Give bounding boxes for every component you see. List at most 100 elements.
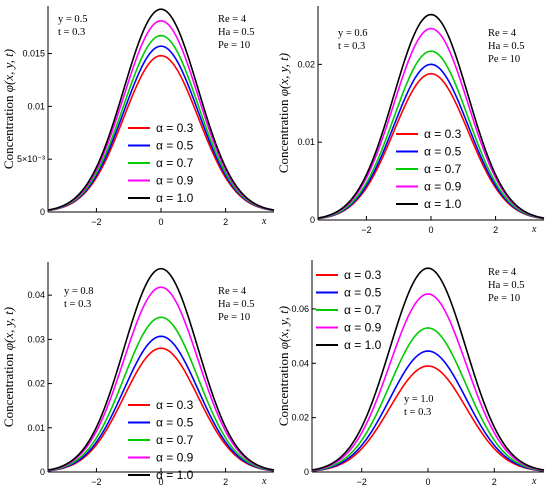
param-right-3: Pe = 10	[218, 312, 250, 323]
series-line-2	[311, 350, 545, 472]
param-left-2: t = 0.3	[338, 41, 365, 52]
y-tick-label: 0.06	[291, 304, 309, 314]
series-line-1	[311, 365, 545, 472]
param-left-2: t = 0.3	[404, 407, 431, 418]
param-right-1: Re = 4	[488, 267, 517, 278]
chart-panel-4: 0 0.02 0.04 0.06 −2 0 2 x Concentration φ(x, y, …	[276, 260, 545, 487]
legend: α = 0.3 α = 0.5 α = 0.7 α = 0.9 α = 1.0	[128, 398, 194, 482]
x-tick-label: −2	[91, 217, 101, 227]
series-line-3	[47, 34, 275, 212]
series-line-3	[311, 327, 545, 472]
series-line-4	[311, 293, 545, 472]
y-axis-label: Concentration φ(x, y, t)	[1, 49, 16, 169]
param-left-1: y = 1.0	[404, 394, 434, 405]
chart-panel-1: 0 5×10⁻³ 0.01 0.015 −2 0 2 x Concentration φ(x, …	[1, 6, 275, 227]
y-tick-label: 0	[40, 207, 45, 217]
param-right-2: Ha = 0.5	[218, 299, 255, 310]
y-tick-label: 5×10⁻³	[17, 154, 45, 164]
legend: α = 0.3 α = 0.5 α = 0.7 α = 0.9 α = 1.0	[316, 268, 382, 352]
x-tick-label: −2	[357, 477, 367, 487]
x-axis-label: x	[261, 476, 267, 487]
param-right-3: Pe = 10	[488, 54, 520, 65]
series-line-3	[317, 50, 545, 220]
y-axis-label-function: φ(x, y, t)	[1, 307, 16, 350]
legend-label-2: α = 0.5	[156, 139, 194, 153]
legend-label-5: α = 1.0	[156, 468, 194, 482]
x-axis-label: x	[531, 476, 537, 487]
legend-label-5: α = 1.0	[424, 197, 462, 211]
y-tick-label: 0	[310, 215, 315, 225]
y-axis-label-text: Concentration	[276, 349, 291, 426]
y-tick-label: 0.04	[27, 290, 45, 300]
x-tick-label: 0	[428, 225, 433, 235]
param-right-2: Ha = 0.5	[218, 27, 255, 38]
legend-label-1: α = 0.3	[156, 398, 194, 412]
legend-label-2: α = 0.5	[424, 145, 462, 159]
x-tick-label: −2	[91, 477, 101, 487]
y-tick-label: 0.015	[22, 49, 45, 59]
y-tick-label: 0	[304, 467, 309, 477]
param-left-1: y = 0.8	[64, 286, 94, 297]
series-line-2	[47, 45, 275, 212]
y-axis-label-function: φ(x, y, t)	[276, 306, 291, 349]
legend-label-3: α = 0.7	[156, 433, 194, 447]
y-tick-label: 0.02	[291, 413, 309, 423]
y-tick-label: 0.01	[297, 137, 315, 147]
y-tick-label: 0.01	[27, 423, 45, 433]
legend-label-3: α = 0.7	[424, 162, 462, 176]
series-line-2	[317, 63, 545, 220]
param-right-3: Pe = 10	[218, 40, 250, 51]
param-right-1: Re = 4	[488, 28, 517, 39]
legend-label-5: α = 1.0	[344, 338, 382, 352]
series-line-4	[47, 286, 275, 471]
legend-label-2: α = 0.5	[156, 416, 194, 430]
series-line-5	[311, 267, 545, 471]
series-line-3	[47, 316, 275, 472]
y-tick-label: 0.04	[291, 358, 309, 368]
legend-label-3: α = 0.7	[156, 156, 194, 170]
x-axis-label: x	[261, 216, 267, 227]
x-tick-label: 2	[223, 217, 228, 227]
x-tick-label: 0	[158, 477, 163, 487]
x-tick-label: 0	[158, 217, 163, 227]
y-axis-label: Concentration φ(x, y, t)	[1, 307, 16, 427]
legend-label-4: α = 0.9	[156, 174, 194, 188]
legend-label-1: α = 0.3	[156, 121, 194, 135]
y-axis-label-text: Concentration	[276, 96, 291, 173]
chart-panel-2: 0 0.01 0.02 −2 0 2 x Concentration φ(x, y, t) α …	[276, 6, 545, 235]
y-axis-label-text: Concentration	[1, 92, 16, 169]
series-line-5	[47, 8, 275, 211]
series-line-1	[47, 54, 275, 212]
param-right-3: Pe = 10	[488, 293, 520, 304]
legend-label-3: α = 0.7	[344, 303, 382, 317]
param-right-1: Re = 4	[218, 286, 247, 297]
param-right-2: Ha = 0.5	[488, 280, 525, 291]
legend-label-1: α = 0.3	[424, 127, 462, 141]
legend: α = 0.3 α = 0.5 α = 0.7 α = 0.9 α = 1.0	[128, 121, 194, 205]
param-left-1: y = 0.5	[58, 14, 88, 25]
x-tick-label: 2	[492, 477, 497, 487]
series-line-5	[47, 267, 275, 471]
legend-label-2: α = 0.5	[344, 286, 382, 300]
y-axis-label: Concentration φ(x, y, t)	[276, 306, 291, 426]
y-tick-label: 0.02	[297, 59, 315, 69]
legend: α = 0.3 α = 0.5 α = 0.7 α = 0.9 α = 1.0	[396, 127, 462, 211]
legend-label-1: α = 0.3	[344, 268, 382, 282]
chart-panel-3: 0 0.01 0.02 0.03 0.04 −2 0 2 x Concentration φ(x,…	[1, 262, 275, 487]
legend-label-5: α = 1.0	[156, 191, 194, 205]
x-tick-label: 2	[493, 225, 498, 235]
legend-label-4: α = 0.9	[344, 321, 382, 335]
x-tick-label: −2	[361, 225, 371, 235]
series-line-4	[317, 27, 545, 219]
param-right-2: Ha = 0.5	[488, 41, 525, 52]
y-axis-label-function: φ(x, y, t)	[1, 49, 16, 92]
x-tick-label: 0	[425, 477, 430, 487]
series-line-1	[317, 72, 545, 220]
param-right-1: Re = 4	[218, 14, 247, 25]
x-tick-label: 2	[223, 477, 228, 487]
param-left-2: t = 0.3	[64, 299, 91, 310]
y-axis-label: Concentration φ(x, y, t)	[276, 53, 291, 173]
series-line-5	[317, 13, 545, 219]
y-tick-label: 0.03	[27, 334, 45, 344]
